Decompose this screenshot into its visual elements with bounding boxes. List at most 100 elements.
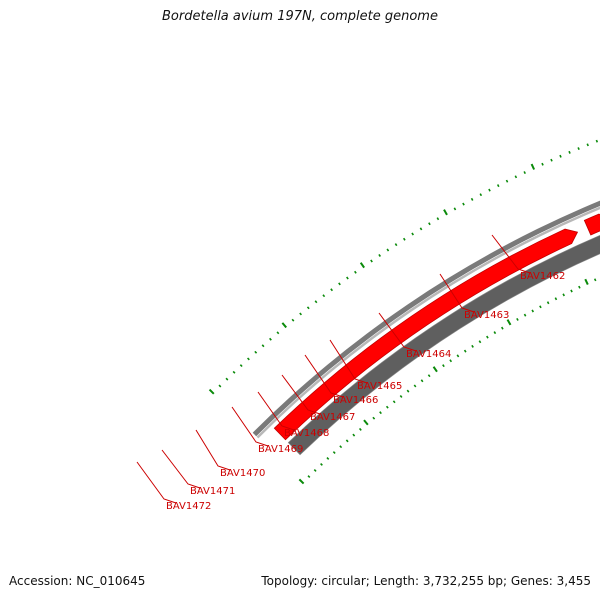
gene-label-5: BAV1466 [333, 395, 378, 406]
inner-scale-tick-34 [539, 305, 542, 309]
leader-line-5 [304, 354, 344, 398]
leader-line-4 [329, 339, 368, 384]
topology-info: Topology: circular; Length: 3,732,255 bp… [261, 574, 591, 588]
inner-scale-tick-4 [326, 457, 330, 460]
gene-label-3: BAV1464 [406, 349, 451, 360]
feature-tracks [273, 213, 600, 456]
inner-scale-tick-22 [449, 359, 453, 363]
outer-scale-tick-18 [346, 276, 349, 280]
inner-scale-tick-10 [363, 419, 369, 426]
outer-scale-tick-15 [322, 294, 326, 298]
leader-line-3 [378, 312, 417, 352]
inner-scale-tick-20 [432, 366, 438, 373]
inner-scale-tick-17 [413, 384, 417, 388]
leader-line-7 [257, 391, 295, 431]
inner-scale-tick-29 [501, 326, 504, 330]
outer-scale-tick-19 [354, 270, 357, 274]
outer-scale-tick-3 [232, 370, 236, 374]
inner-scale-tick-15 [399, 394, 403, 398]
outer-scale-tick-21 [370, 259, 373, 263]
inner-scale-tick-36 [554, 297, 558, 301]
inner-scale-tick-0 [298, 478, 305, 485]
inner-scale-tick-33 [531, 309, 535, 313]
outer-scale-tick-5 [247, 357, 250, 361]
outer-scale-tick-44 [568, 150, 571, 154]
inner-scale-tick-16 [406, 389, 410, 393]
outer-scale-tick-0 [208, 388, 215, 395]
outer-scale-tick-13 [306, 306, 310, 310]
inner-scale-tick-30 [506, 319, 512, 326]
inner-scale-tick-23 [456, 354, 460, 358]
outer-scale-tick-42 [550, 158, 553, 162]
inner-scale-tick-32 [523, 313, 527, 317]
leader-line-6 [281, 374, 321, 415]
gene-label-6: BAV1467 [310, 412, 355, 423]
outer-scale-tick-39 [523, 171, 526, 175]
outer-scale-tick-9 [276, 331, 280, 335]
inner-scale-tick-37 [562, 293, 565, 297]
scale-ticks [208, 139, 599, 485]
outer-scale-tick-41 [541, 162, 544, 166]
inner-scale-tick-3 [320, 462, 323, 466]
inner-scale-tick-39 [578, 285, 581, 289]
leader-line-9 [195, 429, 231, 471]
label-leaders [136, 234, 531, 504]
forward-gene-arrow-2 [583, 213, 600, 236]
inner-scale-tick-2 [313, 469, 317, 472]
inner-scale-tick-24 [463, 349, 467, 353]
inner-scale-tick-6 [339, 445, 343, 449]
gene-label-10: BAV1471 [190, 486, 235, 497]
gray-feature-block-1 [287, 235, 600, 456]
outer-scale-tick-32 [462, 202, 465, 206]
outer-scale-tick-23 [386, 248, 390, 252]
gene-label-8: BAV1469 [258, 444, 303, 455]
outer-scale-tick-7 [261, 344, 265, 348]
outer-scale-tick-29 [436, 217, 440, 221]
inner-scale-tick-1 [307, 475, 311, 479]
outer-scale-tick-12 [299, 312, 303, 316]
outer-scale-tick-25 [402, 237, 406, 241]
outer-scale-tick-36 [496, 184, 500, 188]
outer-scale-tick-40 [530, 163, 536, 170]
outer-scale-tick-28 [428, 222, 431, 226]
forward-gene-arrow-1 [273, 228, 579, 441]
outer-scale-tick-20 [359, 262, 365, 269]
accession-text: Accession: NC_010645 [9, 574, 146, 588]
outer-scale-tick-1 [218, 384, 222, 388]
outer-scale-tick-16 [330, 288, 333, 292]
gene-label-2: BAV1463 [464, 310, 509, 321]
outer-scale-tick-10 [281, 322, 287, 329]
leader-line-11 [136, 461, 177, 504]
outer-scale-tick-8 [269, 337, 272, 341]
outer-scale-tick-38 [514, 175, 518, 179]
inner-scale-tick-25 [471, 344, 474, 348]
inner-scale-tick-31 [516, 317, 519, 321]
inner-scale-tick-8 [352, 433, 356, 437]
inner-scale-tick-7 [345, 439, 349, 443]
inner-scale-tick-5 [332, 451, 336, 455]
inner-scale-tick-14 [392, 400, 396, 404]
inner-scale-tick-21 [442, 364, 445, 368]
outer-scale-tick-14 [314, 300, 318, 304]
inner-scale-tick-35 [546, 301, 550, 305]
outer-scale-tick-27 [419, 227, 423, 231]
inner-scale-tick-40 [584, 278, 589, 286]
outer-scale-tick-33 [470, 197, 474, 201]
gene-label-7: BAV1468 [284, 428, 329, 439]
leader-line-2 [439, 273, 475, 313]
outer-scale-tick-11 [291, 318, 295, 322]
outer-scale-tick-17 [338, 282, 341, 286]
outer-scale-tick-30 [443, 209, 448, 216]
outer-scale-tick-24 [394, 243, 398, 247]
outer-scale-tick-6 [254, 350, 258, 354]
inner-scale-tick-18 [420, 379, 424, 383]
inner-scale-tick-9 [358, 427, 362, 431]
outer-scale-tick-2 [225, 377, 229, 381]
outer-scale-tick-22 [378, 253, 382, 257]
outer-scale-tick-47 [595, 139, 599, 143]
gene-labels: BAV1462 BAV1463 BAV1464 BAV1465 BAV1466 BAV14… [166, 271, 565, 512]
outer-scale-tick-35 [488, 188, 491, 192]
outer-scale-tick-4 [239, 364, 243, 368]
inner-scale-tick-27 [486, 335, 489, 339]
